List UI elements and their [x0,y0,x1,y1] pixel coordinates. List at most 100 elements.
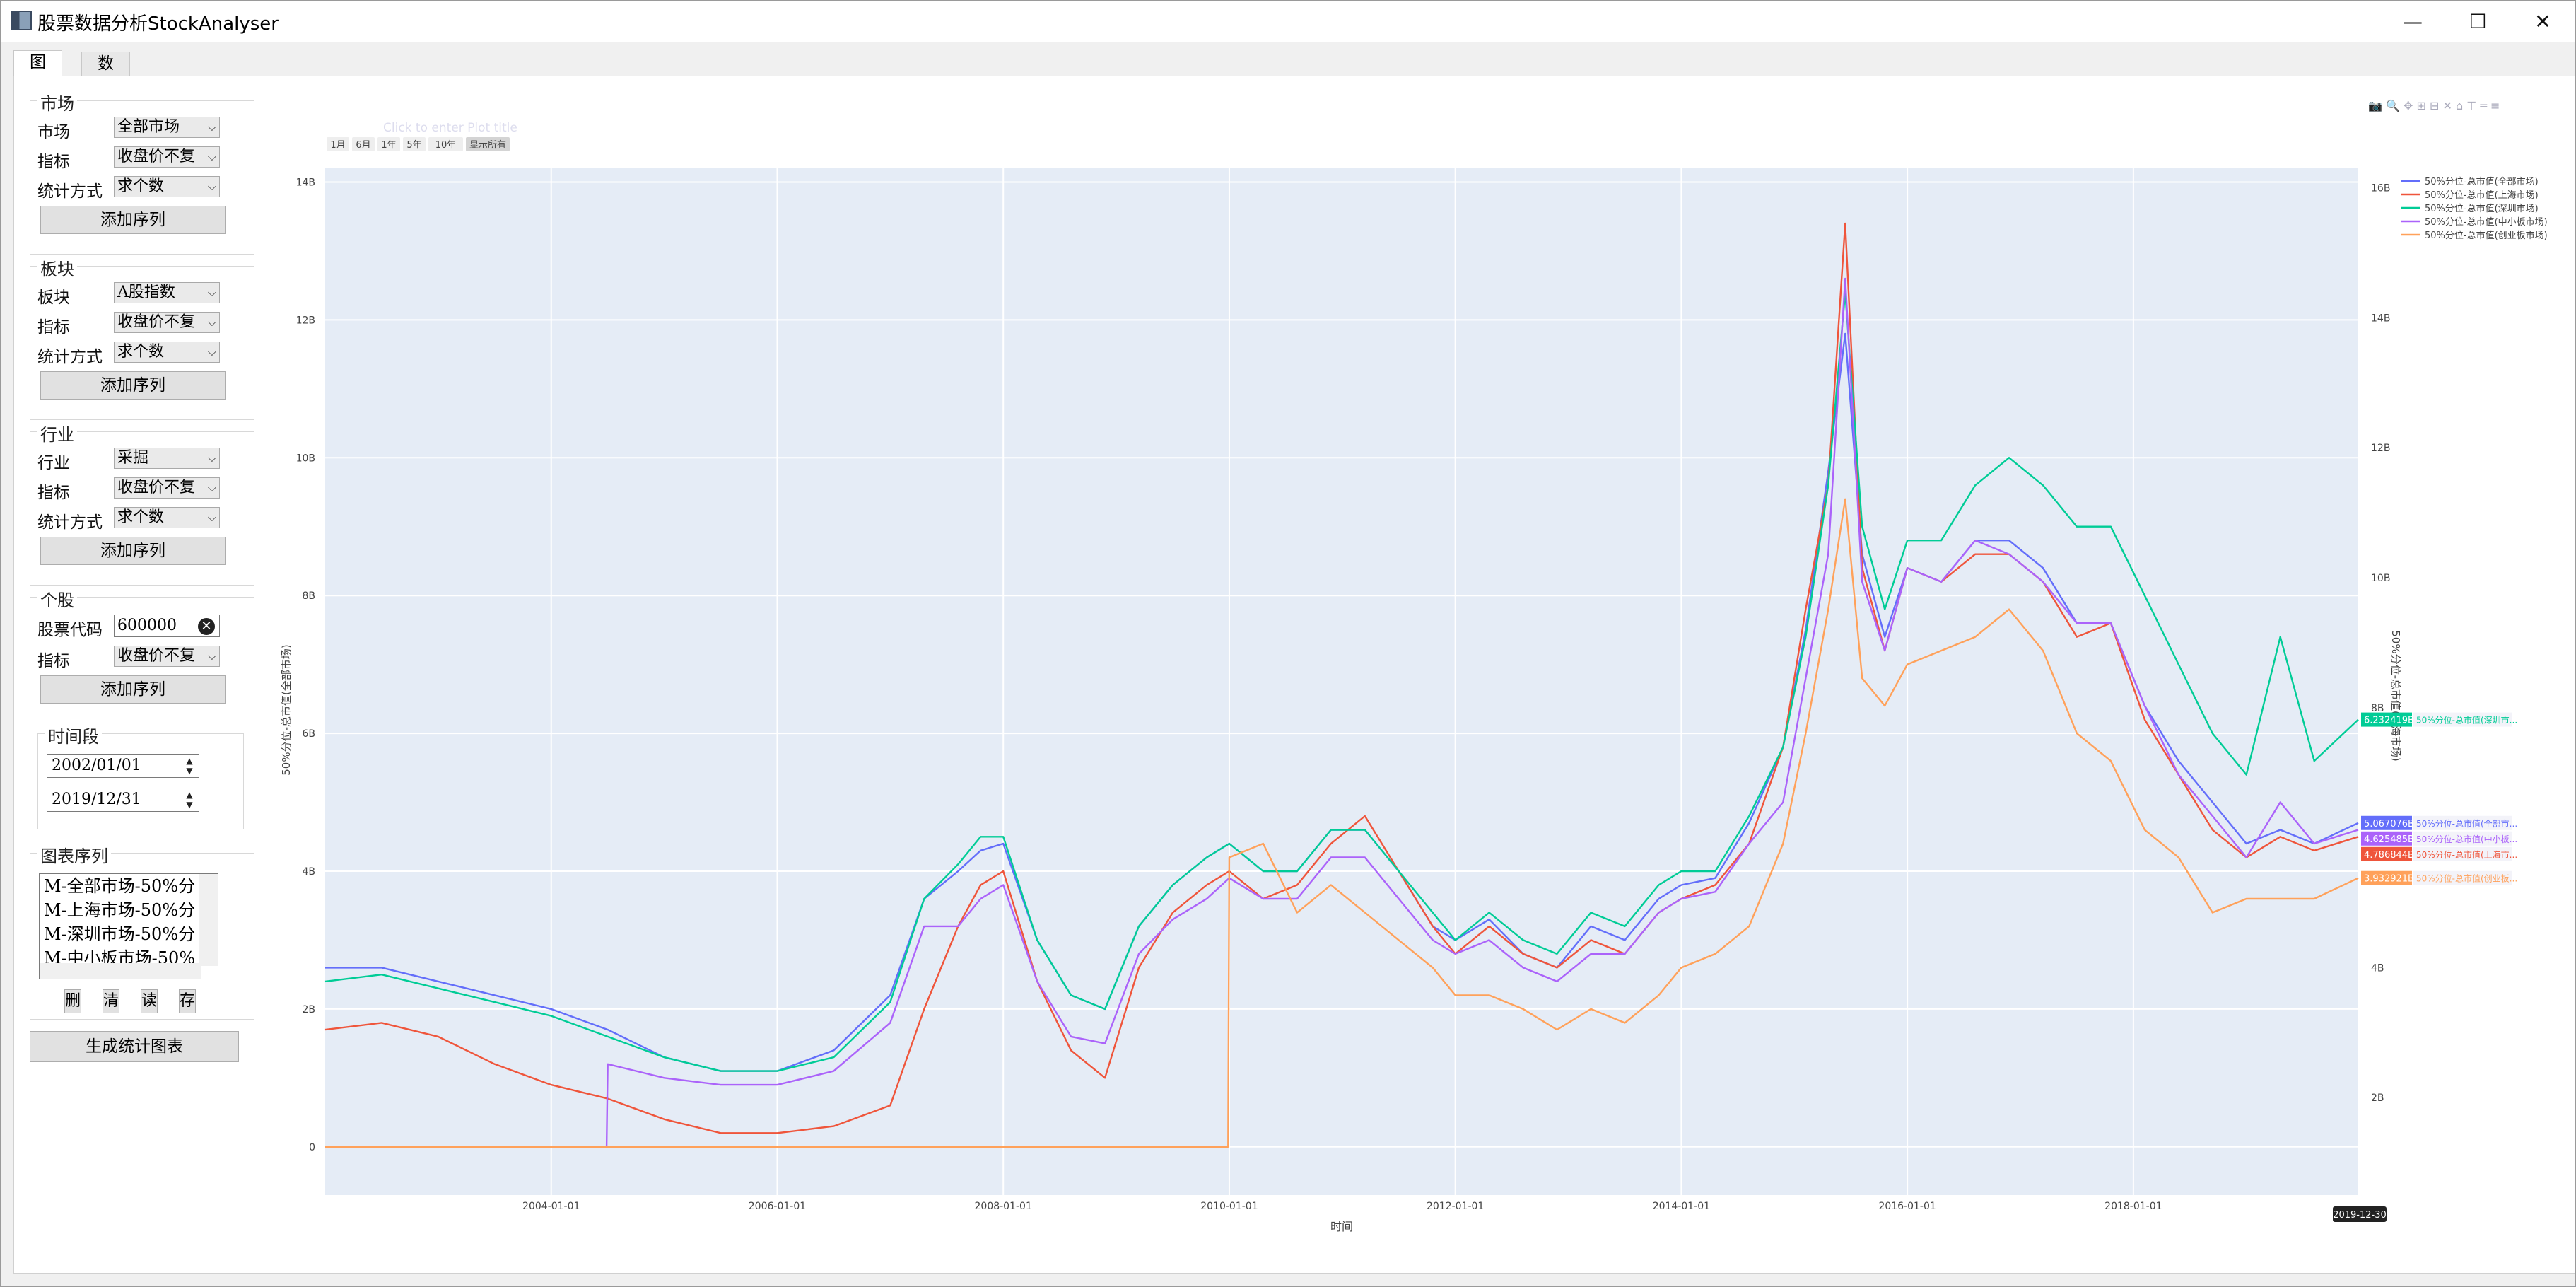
hover-name-box [2413,870,2512,885]
x-tick-label: 2008-01-01 [975,1201,1032,1212]
vertical-scrollbar[interactable] [199,874,218,966]
hover-name-label: 50%分位-总市值(中小板... [2416,834,2517,844]
industry-group: 行业 行业 采掘 ⌵ 指标 收盘价不复 ⌵ 统计方式 求个数 ⌵ 添加序列 [30,421,254,586]
y-left-tick-label: 6B [302,728,315,740]
minimize-button[interactable]: — [2403,9,2423,33]
list-item[interactable]: M-深圳市场-50%分 [44,924,196,944]
x-axis-title: 时间 [1330,1220,1353,1233]
hover-x-box [2333,1206,2387,1222]
stock-indicator-label: 指标 [37,652,70,670]
clear-series-button[interactable]: 清 [103,989,119,1013]
period-group: 时间段 2002/01/01 ▲ ▼ 2019/12/31 ▲ ▼ [37,723,244,829]
market-select[interactable]: 全部市场 ⌵ [114,117,220,138]
chevron-down-icon: ⌵ [207,286,216,299]
hover-value-box [2361,712,2412,727]
industry-indicator-select[interactable]: 收盘价不复 ⌵ [114,477,220,499]
market-group: 市场 市场 全部市场 ⌵ 指标 收盘价不复 ⌵ 统计方式 求个数 ⌵ 添加序列 [30,90,254,255]
end-date-field[interactable]: 2019/12/31 ▲ ▼ [47,788,199,812]
home-icon[interactable]: ⌂ [2456,99,2464,112]
chevron-down-icon: ⌵ [207,120,216,134]
pan-icon[interactable]: ✥ [2404,99,2413,112]
hover-name-label: 50%分位-总市值(上海市... [2416,849,2517,860]
industry-select[interactable]: 采掘 ⌵ [114,448,220,469]
chart-modebar[interactable]: 📷 🔍 ✥ ⊞ ⊟ ✕ ⌂ ⊤ ═ ≡ [2368,99,2500,112]
sector-stat-select[interactable]: 求个数 ⌵ [114,342,220,363]
spin-arrows-icon[interactable]: ▲ ▼ [186,756,193,776]
y-right-tick-label: 2B [2371,1093,2384,1104]
series-list[interactable]: M-全部市场-50%分 M-上海市场-50%分 M-深圳市场-50%分 M-中小… [39,873,218,979]
range-button[interactable] [466,137,510,151]
market-add-series-button[interactable]: 添加序列 [40,206,226,234]
hover-x-label: 2019-12-30 [2333,1210,2387,1221]
list-item[interactable]: M-上海市场-50%分 [44,900,196,920]
save-series-button[interactable]: 存 [179,989,196,1013]
chart-area[interactable]: 📷 🔍 ✥ ⊞ ⊟ ✕ ⌂ ⊤ ═ ≡ Click to enter Plot … [254,76,2573,1271]
spike-lines-icon[interactable]: ⊤ [2466,99,2477,112]
sector-indicator-select[interactable]: 收盘价不复 ⌵ [114,312,220,333]
range-button[interactable] [428,137,463,151]
zoom-icon[interactable]: 🔍 [2386,99,2400,112]
y-left-axis-title: 50%分位-总市值(全部市场) [280,644,293,775]
market-indicator-label: 指标 [37,153,70,171]
autoscale-icon[interactable]: ✕ [2442,99,2452,112]
close-button[interactable]: ✕ [2534,9,2551,33]
x-tick-label: 2010-01-01 [1200,1201,1258,1212]
hover-value-label: 4.625485B [2364,834,2414,845]
x-tick-label: 2006-01-01 [749,1201,806,1212]
y-right-tick-label: 4B [2371,962,2384,974]
camera-icon[interactable]: 📷 [2368,99,2382,112]
range-button[interactable] [327,137,349,151]
spin-arrows-icon[interactable]: ▲ ▼ [186,790,193,810]
list-item[interactable]: M-全部市场-50%分 [44,876,196,896]
maximize-button[interactable]: ☐ [2469,9,2487,33]
read-series-button[interactable]: 读 [141,989,158,1013]
industry-add-series-button[interactable]: 添加序列 [40,537,226,565]
range-button-label: 10年 [435,140,457,151]
y-right-tick-label: 12B [2371,443,2390,454]
horizontal-scrollbar[interactable] [40,963,201,979]
range-button[interactable] [403,137,426,151]
y-right-axis-title: 50%分位-总市值(上海市场) [2389,630,2402,761]
stock-indicator-select[interactable]: 收盘价不复 ⌵ [114,646,220,667]
start-date-field[interactable]: 2002/01/01 ▲ ▼ [47,754,199,778]
y-left-tick-label: 0 [309,1142,315,1153]
hover-name-label: 50%分位-总市值(创业板... [2416,873,2517,884]
hover-value-box [2361,815,2412,830]
delete-series-button[interactable]: 删 [64,989,81,1013]
hover-value-label: 5.067076B [2364,819,2414,829]
market-group-title: 市场 [37,90,77,115]
legend-entry: 50%分位-总市值(创业板市场) [2425,230,2548,241]
market-indicator-select[interactable]: 收盘价不复 ⌵ [114,146,220,168]
legend-entry: 50%分位-总市值(上海市场) [2425,190,2539,201]
y-left-tick-label: 4B [302,866,315,878]
sector-select[interactable]: A股指数 ⌵ [114,282,220,303]
range-button-label: 1年 [381,140,396,151]
hover-compare-icon[interactable]: ≡ [2490,99,2500,112]
chevron-down-icon: ⌵ [207,180,216,193]
app-icon [11,11,32,30]
tab-chart[interactable]: 图表 [13,50,62,94]
x-tick-label: 2016-01-01 [1878,1201,1936,1212]
y-right-tick-label: 10B [2371,573,2390,584]
hover-name-label: 50%分位-总市值(深圳市... [2416,715,2517,726]
stock-add-series-button[interactable]: 添加序列 [40,675,226,704]
clear-icon[interactable]: ✕ [198,618,215,635]
hover-closest-icon[interactable]: ═ [2480,99,2487,112]
series-line [325,332,2359,1072]
zoom-in-icon[interactable]: ⊞ [2416,99,2426,112]
stock-code-input[interactable]: 600000 ✕ [114,615,220,637]
market-stat-select[interactable]: 求个数 ⌵ [114,176,220,197]
y-left-tick-label: 12B [296,315,315,326]
industry-stat-select[interactable]: 求个数 ⌵ [114,507,220,528]
tab-data[interactable]: 数据 [81,52,130,95]
window-title: 股票数据分析StockAnalyser [37,13,279,35]
zoom-out-icon[interactable]: ⊟ [2430,99,2440,112]
generate-chart-button[interactable]: 生成统计图表 [30,1031,239,1062]
sector-stat-label: 统计方式 [37,348,103,366]
range-button-label: 5年 [406,140,421,151]
sector-add-series-button[interactable]: 添加序列 [40,371,226,400]
range-button[interactable] [352,137,375,151]
stock-group: 个股 股票代码 600000 ✕ 指标 收盘价不复 ⌵ 添加序列 时间段 2002/… [30,586,254,842]
chart-svg[interactable]: Click to enter Plot title 1月 6月 1年 5年 10年 显示所有… [254,76,2573,1271]
range-button[interactable] [377,137,400,151]
